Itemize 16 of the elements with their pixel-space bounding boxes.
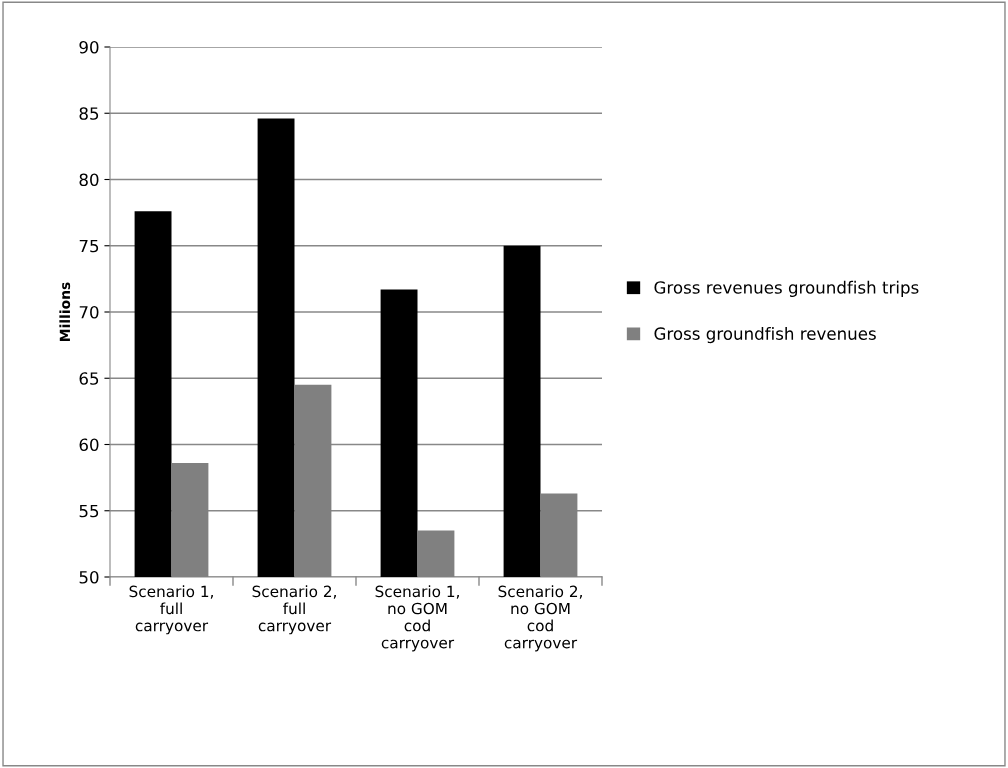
legend-label: Gross groundfish revenues [654, 327, 876, 344]
y-tick-label: 55 [79, 504, 99, 518]
y-tick-label: 70 [79, 305, 99, 319]
y-axis-title: Millions [59, 282, 71, 341]
y-tick-label: 90 [79, 40, 99, 54]
y-tick-label: 85 [79, 107, 99, 120]
x-tick-label: Scenario 1, no GOM cod carryover [375, 585, 459, 652]
y-tick-label: 65 [79, 372, 99, 385]
legend-label: Gross revenues groundfish trips [654, 280, 919, 297]
x-tick-label: Scenario 2, full carryover [252, 585, 336, 635]
y-tick-label: 50 [79, 570, 99, 584]
y-tick-label: 75 [79, 239, 99, 253]
x-tick-label: Scenario 2, no GOM cod carryover [498, 585, 582, 652]
y-tick-label: 80 [79, 173, 99, 187]
y-tick-label: 60 [79, 438, 99, 452]
x-tick-label: Scenario 1, full carryover [129, 585, 213, 635]
